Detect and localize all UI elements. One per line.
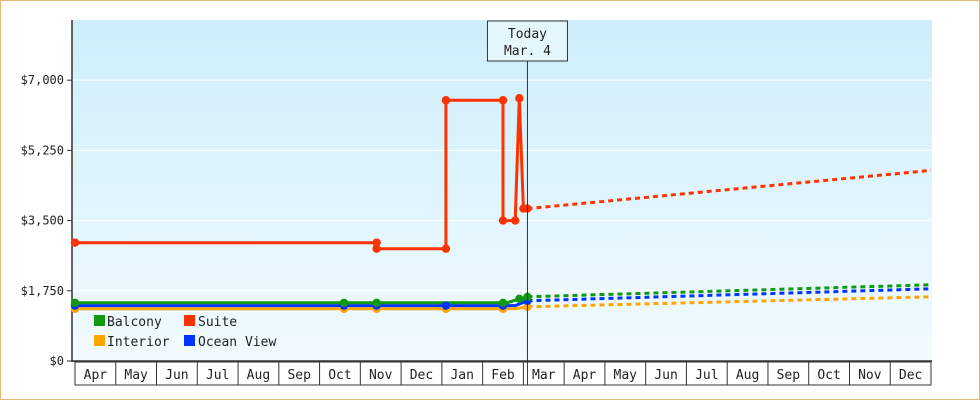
data-point-balcony (70, 298, 80, 308)
data-point-suite (498, 96, 508, 105)
forecast-line-ocean-view (527, 287, 932, 303)
x-tick-label: Dec (899, 368, 922, 383)
y-tick-label: $0 (50, 354, 64, 368)
today-label: Today (508, 27, 547, 42)
data-point-balcony (498, 298, 508, 308)
y-tick-label: $5,250 (21, 143, 64, 157)
data-point-suite (498, 216, 508, 225)
x-tick-label: Feb (491, 368, 515, 383)
y-tick-label: $1,750 (21, 284, 64, 298)
today-callout (486, 20, 568, 62)
x-tick-label: Jun (165, 368, 188, 383)
x-tick-label: Apr (573, 368, 597, 383)
legend-label-interior: Interior (107, 335, 170, 350)
data-point-suite (70, 238, 80, 247)
x-tick-label: Oct (328, 368, 351, 383)
legend-swatch-balcony (94, 315, 105, 326)
data-point-balcony (339, 298, 349, 308)
x-tick-label: Nov (858, 368, 882, 383)
legend-label-balcony: Balcony (107, 315, 162, 330)
forecast-line-interior (527, 295, 932, 309)
x-tick-label: May (614, 368, 638, 383)
x-tick-label: May (124, 368, 148, 383)
x-tick-label: Sep (287, 368, 311, 383)
data-point-balcony (372, 298, 381, 308)
today-date: Mar. 4 (504, 44, 551, 59)
x-tick-label: Oct (817, 368, 840, 383)
legend-swatch-suite (184, 315, 195, 326)
data-point-suite (441, 244, 451, 253)
legend-label-ocean-view: Ocean View (198, 335, 276, 350)
legend-swatch-interior (94, 335, 105, 346)
y-tick-label: $7,000 (21, 73, 64, 87)
x-tick-label: Nov (369, 368, 393, 383)
data-point-ocean-view (441, 301, 451, 310)
x-tick-label: Aug (736, 368, 759, 383)
x-tick-label: Apr (84, 368, 108, 383)
data-point-suite (511, 216, 520, 225)
data-point-suite (441, 96, 451, 105)
y-tick-label: $3,500 (21, 214, 64, 228)
forecast-line-suite (527, 168, 932, 211)
forecast-line-balcony (527, 283, 932, 299)
legend-swatch-ocean-view (184, 335, 195, 346)
x-tick-label: Jul (206, 368, 229, 383)
x-tick-label: Dec (410, 368, 433, 383)
x-tick-label: Jan (450, 368, 473, 383)
x-tick-label: Mar (532, 368, 556, 383)
x-tick-label: Sep (777, 368, 801, 383)
legend: Balcony Suite Interior Ocean View (94, 315, 276, 350)
series-line-ocean-view (75, 299, 529, 308)
x-tick-label: Jun (654, 368, 677, 383)
data-point-suite (372, 244, 381, 253)
data-point-suite (515, 94, 524, 103)
data-point-suite (372, 238, 381, 247)
x-axis-band (74, 361, 932, 386)
x-tick-label: Jul (695, 368, 718, 383)
legend-label-suite: Suite (198, 315, 237, 330)
data-point-balcony (515, 294, 524, 304)
x-tick-label: Aug (247, 368, 270, 383)
